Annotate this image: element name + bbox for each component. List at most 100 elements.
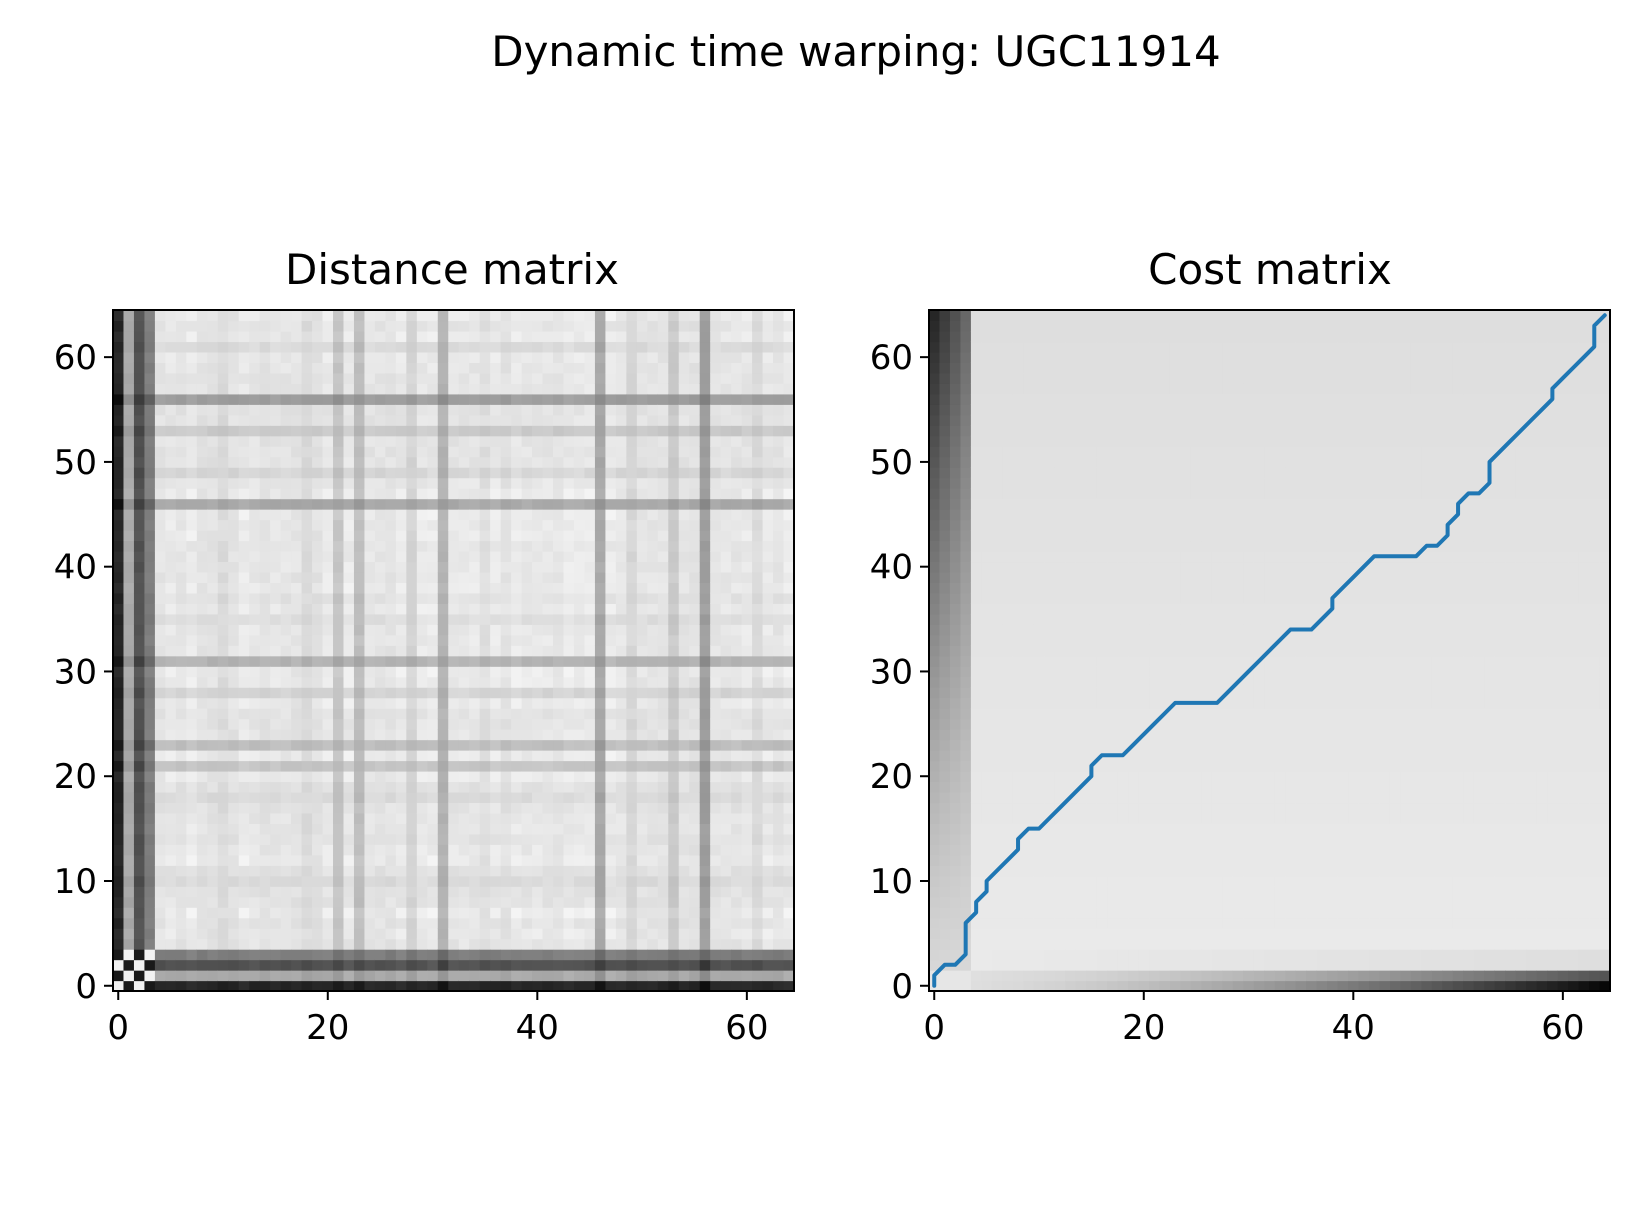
distance-matrix-cell xyxy=(312,729,324,741)
distance-matrix-cell xyxy=(427,509,439,521)
distance-matrix-cell xyxy=(636,477,648,489)
distance-matrix-cell xyxy=(165,770,177,783)
distance-matrix-cell xyxy=(196,351,208,363)
distance-matrix-cell xyxy=(584,949,596,961)
distance-matrix-cell xyxy=(647,488,659,500)
distance-matrix-cell xyxy=(636,938,648,950)
cost-matrix-cell xyxy=(970,435,982,447)
distance-matrix-cell xyxy=(647,833,659,845)
distance-matrix-cell xyxy=(270,833,282,845)
distance-matrix-cell xyxy=(343,917,355,929)
distance-matrix-cell xyxy=(228,770,240,783)
distance-matrix-cell xyxy=(479,708,491,720)
distance-matrix-cell xyxy=(731,320,743,332)
cost-matrix-cell xyxy=(949,875,962,887)
distance-matrix-cell xyxy=(448,603,460,615)
distance-matrix-cell xyxy=(594,917,607,929)
cost-matrix-cell xyxy=(1023,467,1035,479)
distance-matrix-cell xyxy=(615,812,627,824)
distance-matrix-cell xyxy=(731,435,743,447)
cost-matrix-cell xyxy=(1033,446,1045,458)
distance-matrix-cell xyxy=(783,666,795,678)
distance-matrix-cell xyxy=(469,634,481,646)
distance-matrix-cell xyxy=(542,613,554,625)
distance-matrix-cell xyxy=(762,949,774,961)
distance-matrix-cell xyxy=(249,791,261,804)
distance-matrix-cell xyxy=(113,330,125,343)
distance-matrix-ytick-label: 60 xyxy=(54,338,97,378)
distance-matrix-cell xyxy=(280,550,292,563)
distance-matrix-cell xyxy=(291,530,303,542)
distance-matrix-cell xyxy=(395,718,407,730)
distance-matrix-cell xyxy=(270,697,282,709)
distance-matrix-cell xyxy=(427,729,439,741)
distance-matrix-cell xyxy=(291,624,303,636)
distance-matrix-cell xyxy=(427,697,439,709)
distance-matrix-cell xyxy=(133,404,146,416)
distance-matrix-cell xyxy=(395,393,407,405)
distance-matrix-cell xyxy=(448,980,460,992)
distance-matrix-ytick-label: 50 xyxy=(54,443,97,483)
distance-matrix-cell xyxy=(783,896,795,908)
distance-matrix-cell xyxy=(469,666,481,678)
distance-matrix-cell xyxy=(469,383,481,395)
cost-matrix-cell xyxy=(939,980,951,992)
distance-matrix-cell xyxy=(353,477,366,489)
distance-matrix-cell xyxy=(175,697,187,709)
cost-matrix-cell xyxy=(939,530,951,542)
distance-matrix-cell xyxy=(678,341,690,353)
distance-matrix-cell xyxy=(668,592,680,604)
distance-matrix-cell xyxy=(636,488,648,500)
distance-matrix-cell xyxy=(249,854,261,866)
distance-matrix-cell xyxy=(406,697,418,709)
distance-matrix-cell xyxy=(699,372,711,384)
distance-matrix-cell xyxy=(123,865,135,877)
distance-matrix-cell xyxy=(542,341,554,353)
cost-matrix-cell xyxy=(981,844,993,856)
distance-matrix-cell xyxy=(563,938,575,950)
distance-matrix-cell xyxy=(374,310,386,322)
cost-matrix-cell xyxy=(1023,676,1035,688)
distance-matrix-cell xyxy=(249,676,261,688)
distance-matrix-cell xyxy=(322,666,334,678)
distance-matrix-cell xyxy=(773,676,785,688)
distance-matrix-cell xyxy=(353,310,366,322)
distance-matrix-cell xyxy=(553,530,565,542)
distance-matrix-cell xyxy=(657,938,669,950)
cost-matrix-cell xyxy=(1033,383,1045,395)
distance-matrix-cell xyxy=(123,456,135,468)
distance-matrix-cell xyxy=(731,886,743,898)
distance-matrix-cell xyxy=(133,970,146,982)
cost-matrix-cell xyxy=(991,907,1003,919)
cost-matrix-cell xyxy=(970,980,982,992)
distance-matrix-cell xyxy=(395,959,407,971)
distance-matrix-cell xyxy=(427,750,439,762)
cost-matrix-cell xyxy=(1023,624,1035,636)
distance-matrix-cell xyxy=(144,655,156,667)
distance-matrix-cell xyxy=(647,729,659,741)
distance-matrix-cell xyxy=(521,729,533,741)
distance-matrix-cell xyxy=(133,917,146,929)
cost-matrix-cell xyxy=(1012,739,1024,751)
cost-matrix-cell xyxy=(949,519,962,531)
distance-matrix-cell xyxy=(699,592,711,604)
cost-matrix-cell xyxy=(929,383,941,395)
distance-matrix-cell xyxy=(374,519,386,531)
distance-matrix-cell xyxy=(395,341,407,353)
distance-matrix-cell xyxy=(437,634,449,646)
distance-matrix-cell xyxy=(479,676,491,688)
distance-matrix-cell xyxy=(458,708,470,720)
cost-matrix-cell xyxy=(991,435,1003,447)
distance-matrix-cell xyxy=(113,592,125,604)
distance-matrix-cell xyxy=(364,708,376,720)
distance-matrix-cell xyxy=(490,634,502,646)
distance-matrix-cell xyxy=(500,697,512,709)
distance-matrix-cell xyxy=(521,414,533,426)
distance-matrix-cell xyxy=(249,383,261,395)
distance-matrix-cell xyxy=(521,320,533,332)
distance-matrix-cell xyxy=(710,645,722,657)
distance-matrix-cell xyxy=(731,687,743,699)
distance-matrix-cell xyxy=(154,341,166,353)
distance-matrix-cell xyxy=(448,393,460,405)
distance-matrix-cell xyxy=(448,812,460,824)
